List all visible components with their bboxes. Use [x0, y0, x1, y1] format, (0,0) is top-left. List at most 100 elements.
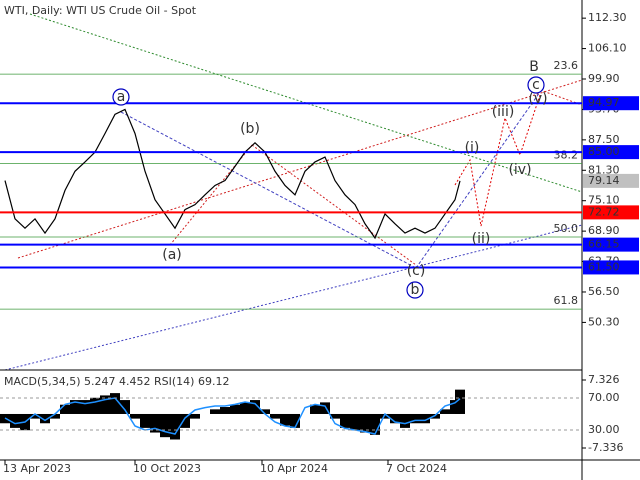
- level-box: [583, 145, 639, 160]
- x-tick-label: 10 Apr 2024: [260, 462, 328, 475]
- y-tick-label: 7.326: [588, 373, 620, 386]
- trend-line: [169, 144, 253, 246]
- y-tick-label: 99.90: [588, 72, 620, 85]
- indicator-title: MACD(5,34,5) 5.247 4.452 RSI(14) 69.12: [4, 375, 229, 388]
- wave-label: c: [532, 77, 540, 93]
- macd-bar: [280, 413, 290, 426]
- macd-bar: [140, 413, 150, 428]
- y2-tick-label: 30.00: [588, 423, 620, 436]
- wave-circle: [406, 281, 424, 299]
- wave-label: (i): [465, 140, 480, 156]
- wave-label: (v): [528, 91, 547, 107]
- y-tick-label: 75.10: [588, 194, 620, 207]
- y-tick-label: -7.336: [588, 441, 623, 454]
- macd-bar: [370, 413, 380, 435]
- fib-label: 38.2: [554, 149, 579, 162]
- wave-label: (ii): [472, 231, 491, 247]
- macd-bar: [220, 407, 230, 414]
- price-box: [583, 173, 639, 188]
- wave-label: (b): [240, 121, 260, 137]
- trend-line: [17, 79, 583, 259]
- rsi-line: [4, 397, 461, 435]
- macd-bar: [70, 400, 80, 414]
- macd-bar: [130, 413, 140, 419]
- macd-bar: [400, 413, 410, 428]
- macd-bar: [100, 395, 110, 414]
- macd-bar: [290, 413, 300, 428]
- x-tick-label: 7 Oct 2024: [386, 462, 447, 475]
- macd-bar: [110, 393, 120, 414]
- macd-bar: [270, 413, 280, 419]
- macd-bar: [360, 413, 370, 433]
- macd-bar: [410, 413, 420, 424]
- chart-title: WTI, Daily: WTI US Crude Oil - Spot: [4, 4, 197, 17]
- macd-bar: [320, 402, 330, 414]
- fib-label: 23.6: [554, 59, 579, 72]
- level-label: 66.15: [588, 238, 620, 251]
- wave-label: (iv): [508, 162, 531, 178]
- wave-label: a: [117, 89, 126, 105]
- macd-bar: [50, 413, 60, 419]
- trend-line: [415, 91, 541, 269]
- macd-bar: [250, 400, 260, 414]
- macd-bar: [80, 400, 90, 414]
- price-label: 79.14: [588, 174, 620, 187]
- macd-bar: [40, 413, 50, 424]
- macd-bar: [350, 413, 360, 431]
- trend-line: [120, 111, 417, 269]
- y-tick-label: 106.10: [588, 42, 627, 55]
- macd-bar: [260, 409, 270, 414]
- y-tick-label: 50.30: [588, 315, 620, 328]
- wave-circle: [112, 88, 130, 106]
- macd-bar: [30, 413, 40, 419]
- level-box: [583, 96, 639, 111]
- macd-bar: [330, 413, 340, 419]
- macd-bar: [420, 413, 430, 424]
- macd-bar: [390, 413, 400, 424]
- macd-bar: [180, 413, 190, 428]
- y-tick-label: 68.90: [588, 224, 620, 237]
- macd-bar: [90, 397, 100, 414]
- x-tick-label: 13 Apr 2023: [3, 462, 71, 475]
- wave-label: (c): [407, 263, 426, 279]
- macd-bar: [230, 404, 240, 414]
- wave-circle: [527, 76, 545, 94]
- macd-bar: [310, 404, 320, 414]
- macd-bar: [120, 400, 130, 414]
- wave-label: (iii): [492, 104, 515, 120]
- level-box: [583, 205, 639, 220]
- y-tick-label: 87.50: [588, 133, 620, 146]
- level-box: [583, 237, 639, 252]
- macd-bar: [190, 413, 200, 419]
- level-label: 85.00: [588, 145, 620, 158]
- macd-bar: [160, 413, 170, 438]
- macd-bar: [440, 409, 450, 414]
- macd-bar: [380, 413, 390, 419]
- fib-label: 50.0: [554, 222, 579, 235]
- macd-bar: [210, 409, 220, 414]
- trend-line: [4, 224, 583, 371]
- y-tick-label: 112.30: [588, 11, 627, 24]
- macd-bar: [340, 413, 350, 428]
- level-label: 94.97: [588, 96, 620, 109]
- price-line: [4, 108, 461, 240]
- forecast-path: [454, 94, 541, 227]
- y-tick-label: 81.30: [588, 163, 620, 176]
- macd-bar: [240, 402, 250, 414]
- y2-tick-label: 70.00: [588, 391, 620, 404]
- level-label: 61.50: [588, 260, 620, 273]
- level-box: [583, 260, 639, 275]
- macd-bar: [10, 413, 20, 428]
- macd-bar: [60, 404, 70, 414]
- fib-label: 61.8: [554, 294, 579, 307]
- x-tick-label: 10 Oct 2023: [133, 462, 201, 475]
- level-label: 72.72: [588, 205, 620, 218]
- y-tick-label: 56.50: [588, 285, 620, 298]
- wave-label: (a): [162, 247, 182, 263]
- wave-label: b: [411, 282, 420, 298]
- macd-bar: [170, 413, 180, 440]
- macd-bar: [455, 389, 465, 414]
- macd-bar: [150, 413, 160, 433]
- wave-label: B: [529, 59, 539, 75]
